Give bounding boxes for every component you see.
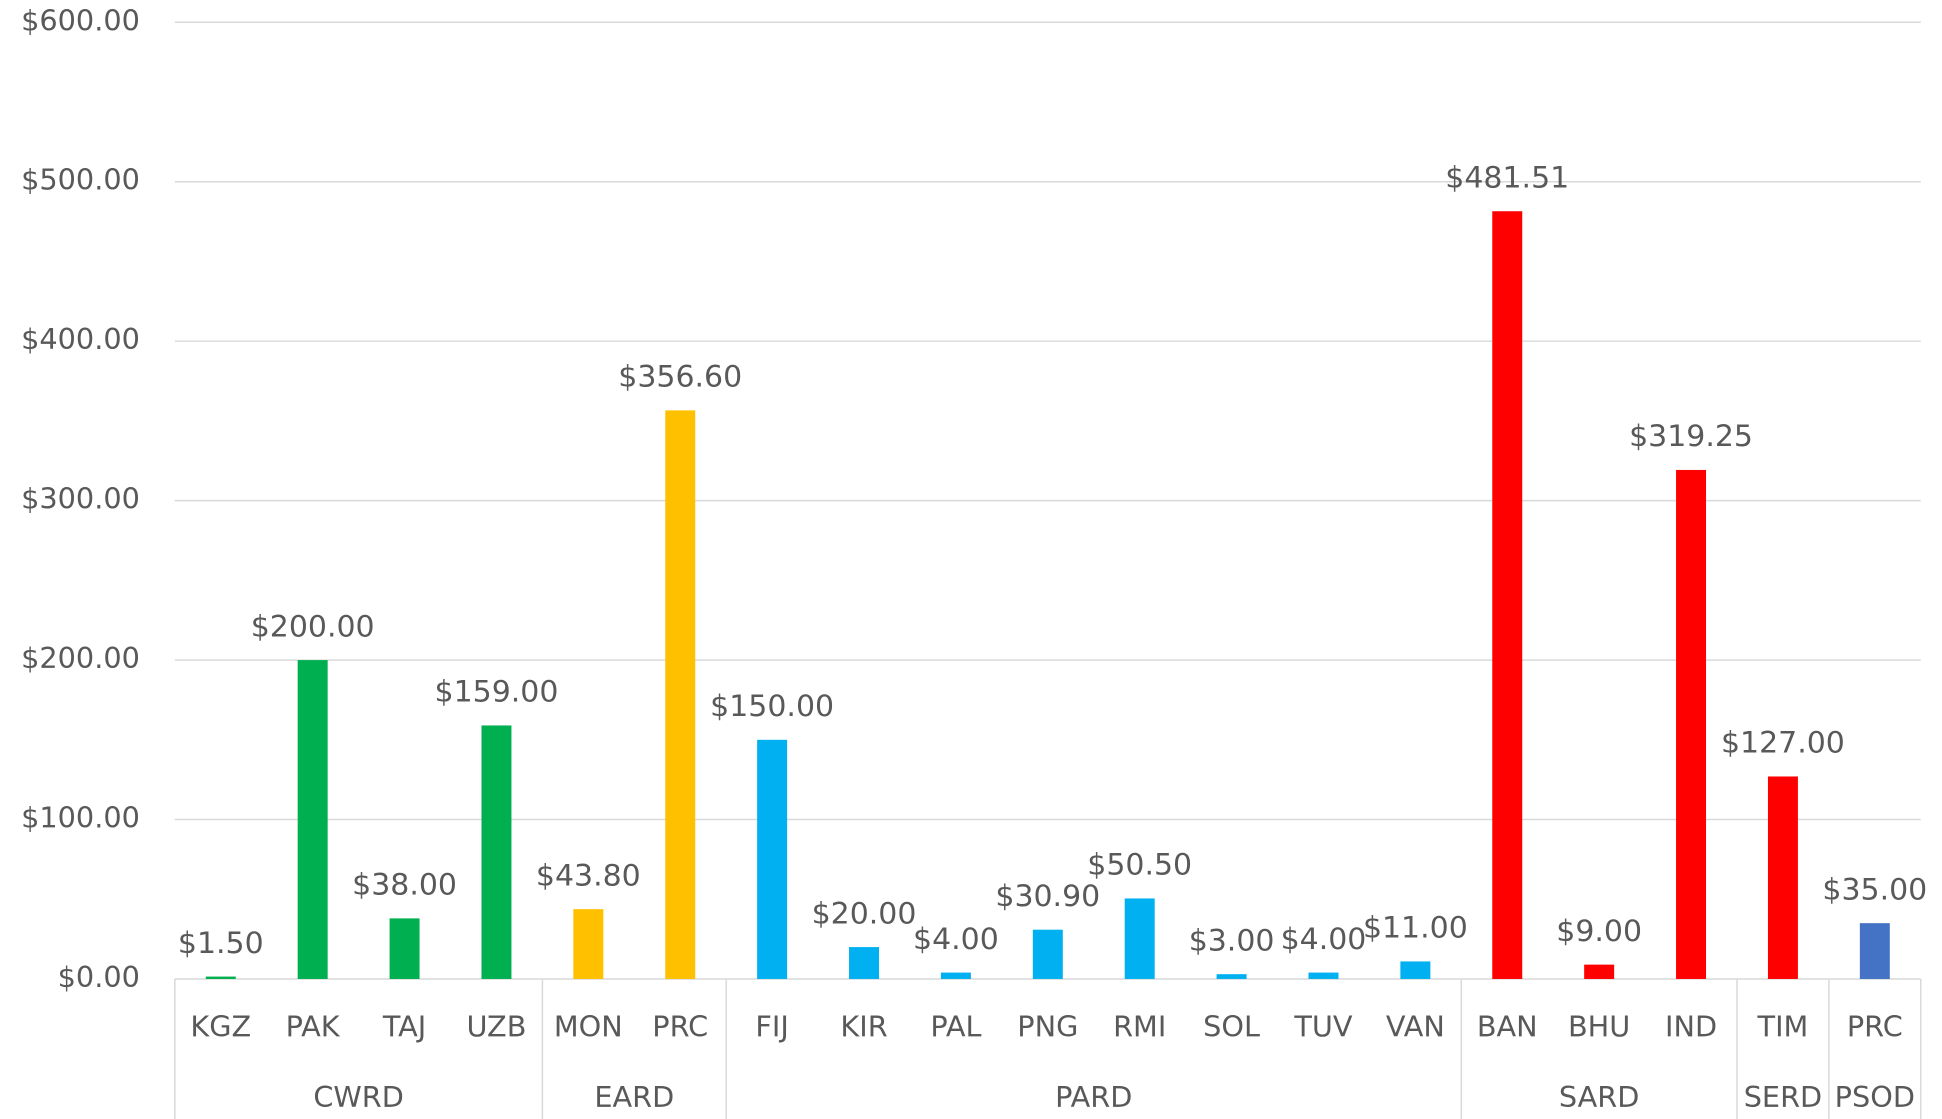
x-tick-label: FIJ — [755, 1010, 788, 1044]
bar — [1124, 898, 1155, 979]
y-tick-label: $600.00 — [21, 3, 140, 37]
group-label: PSOD — [1835, 1080, 1915, 1114]
bar — [1216, 974, 1247, 979]
data-label: $20.00 — [812, 896, 917, 931]
data-label: $4.00 — [1281, 922, 1367, 957]
x-tick-label: TAJ — [382, 1010, 426, 1044]
data-label: $3.00 — [1189, 924, 1275, 959]
x-tick-label: MON — [554, 1010, 623, 1044]
bar — [1676, 469, 1707, 979]
x-tick-label: TIM — [1757, 1010, 1809, 1044]
data-label: $38.00 — [352, 868, 457, 903]
bar — [1492, 211, 1523, 979]
x-tick-label: TUV — [1293, 1010, 1353, 1044]
data-label: $1.50 — [178, 926, 264, 961]
bar — [757, 739, 788, 979]
bar — [1859, 923, 1890, 979]
data-label: $4.00 — [913, 922, 999, 957]
data-label: $159.00 — [435, 675, 559, 710]
x-tick-label: KIR — [840, 1010, 887, 1044]
bar — [665, 410, 696, 979]
data-label: $127.00 — [1721, 726, 1845, 761]
data-label: $30.90 — [995, 879, 1100, 914]
x-tick-label: UZB — [467, 1010, 527, 1044]
x-tick-label: SOL — [1203, 1010, 1260, 1044]
data-label: $319.25 — [1629, 419, 1753, 454]
data-label: $150.00 — [710, 689, 834, 724]
x-tick-label: PAK — [286, 1010, 341, 1044]
bar — [573, 909, 604, 979]
group-label: EARD — [594, 1080, 674, 1114]
bar — [389, 918, 420, 979]
x-tick-label: BAN — [1477, 1010, 1538, 1044]
data-label: $11.00 — [1363, 911, 1468, 946]
bar — [205, 976, 236, 979]
bar — [940, 972, 971, 979]
y-tick-label: $300.00 — [21, 482, 140, 516]
group-label: PARD — [1055, 1080, 1132, 1114]
y-tick-label: $200.00 — [21, 641, 140, 675]
group-label: SERD — [1744, 1080, 1822, 1114]
data-label: $481.51 — [1445, 161, 1569, 196]
x-tick-label: PRC — [1847, 1010, 1903, 1044]
y-tick-label: $0.00 — [58, 960, 140, 994]
x-tick-label: KGZ — [190, 1010, 251, 1044]
bar — [1767, 776, 1798, 979]
x-tick-label: VAN — [1386, 1010, 1445, 1044]
x-tick-label: PNG — [1017, 1010, 1078, 1044]
bar — [1032, 929, 1063, 979]
x-tick-label: PRC — [652, 1010, 708, 1044]
x-tick-label: RMI — [1113, 1010, 1166, 1044]
bar — [1584, 964, 1615, 979]
x-tick-label: BHU — [1568, 1010, 1630, 1044]
y-tick-label: $400.00 — [21, 322, 140, 356]
y-tick-label: $100.00 — [21, 801, 140, 835]
bar — [481, 725, 512, 979]
group-label: SARD — [1559, 1080, 1639, 1114]
y-tick-label: $500.00 — [21, 163, 140, 197]
data-label: $50.50 — [1087, 848, 1192, 883]
data-label: $9.00 — [1556, 914, 1642, 949]
x-tick-label: IND — [1665, 1010, 1717, 1044]
data-label: $43.80 — [536, 858, 641, 893]
bar — [297, 660, 328, 979]
bar — [849, 947, 880, 979]
data-label: $200.00 — [251, 609, 375, 644]
data-label: $356.60 — [618, 360, 742, 395]
x-tick-label: PAL — [930, 1010, 981, 1044]
bar — [1400, 961, 1431, 979]
bar — [1308, 972, 1339, 979]
group-label: CWRD — [313, 1080, 404, 1114]
data-label: $35.00 — [1822, 873, 1927, 908]
